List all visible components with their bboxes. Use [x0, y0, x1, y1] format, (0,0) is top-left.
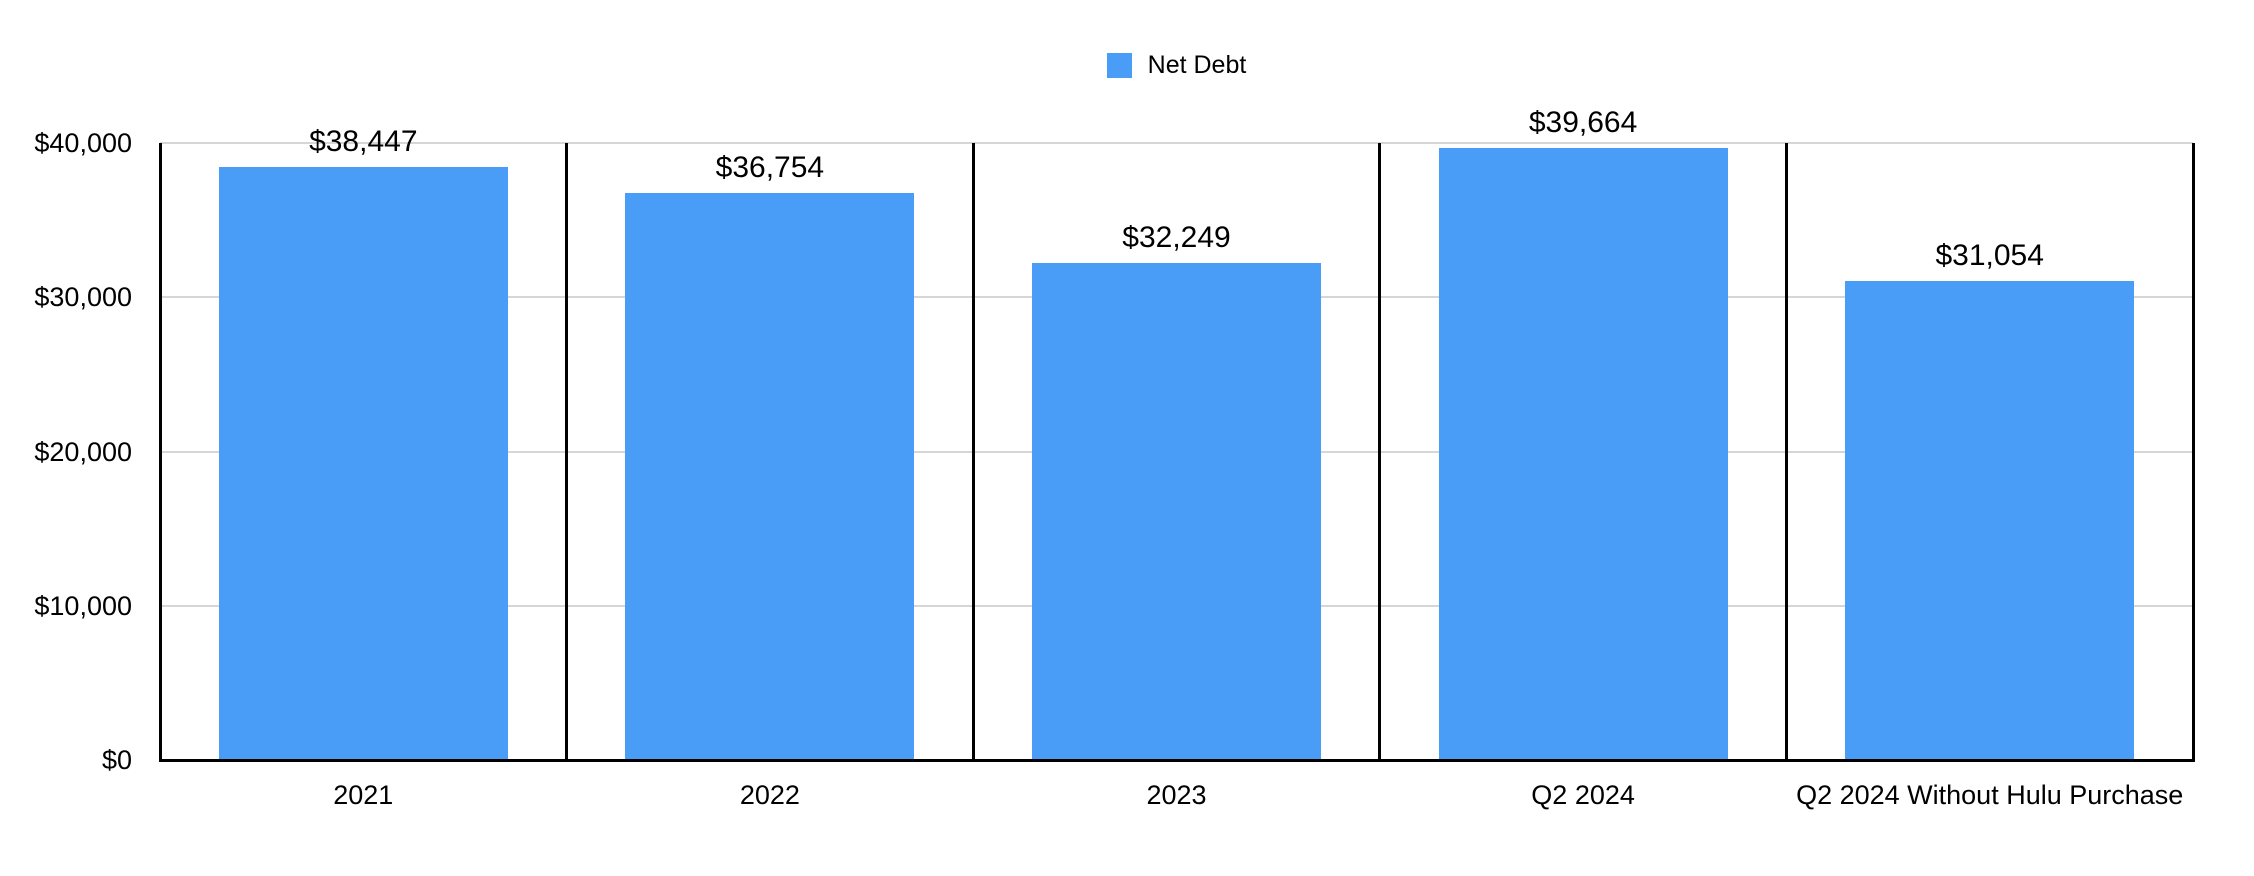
x-axis-category-label: 2022	[739, 780, 800, 810]
x-axis-line	[158, 758, 2195, 762]
panel-divider	[971, 143, 975, 762]
x-axis-category-label: 2023	[1146, 780, 1207, 810]
legend-label: Net Debt	[1147, 50, 1247, 79]
x-axis-category-label: Q2 2024 Without Hulu Purchase	[1796, 780, 2184, 810]
bar-2021	[218, 166, 508, 760]
chart-legend: Net Debt	[160, 40, 2193, 90]
x-axis-category-label: 2021	[333, 780, 394, 810]
y-axis-line	[158, 143, 162, 762]
bar-value-label: $32,249	[1122, 220, 1231, 254]
y-axis-tick-label: $40,000	[34, 128, 132, 158]
x-axis-category-label: Q2 2024	[1531, 780, 1635, 810]
y-axis-tick-label: $10,000	[34, 590, 132, 621]
bar-q2-2024-without-hulu-purchase	[1845, 280, 2135, 760]
panel-divider	[1784, 143, 1788, 762]
plot-right-border	[2191, 143, 2195, 762]
bar-value-label: $38,447	[309, 124, 418, 158]
panel-divider	[565, 143, 569, 762]
bar-value-label: $36,754	[715, 151, 825, 185]
bar-value-label: $31,054	[1935, 238, 2044, 272]
bar-2022	[625, 193, 915, 760]
bar-2023	[1032, 262, 1321, 760]
y-axis-tick-label: $30,000	[34, 282, 132, 313]
panel-divider	[1378, 143, 1382, 762]
legend-swatch-net-debt	[1106, 52, 1132, 78]
y-axis-tick-label: $20,000	[34, 436, 132, 467]
bar-q2-2024	[1438, 148, 1728, 760]
gridline-40000	[160, 142, 2193, 144]
y-axis-tick-label: $0	[101, 745, 132, 775]
bar-value-label: $39,664	[1528, 106, 1638, 140]
